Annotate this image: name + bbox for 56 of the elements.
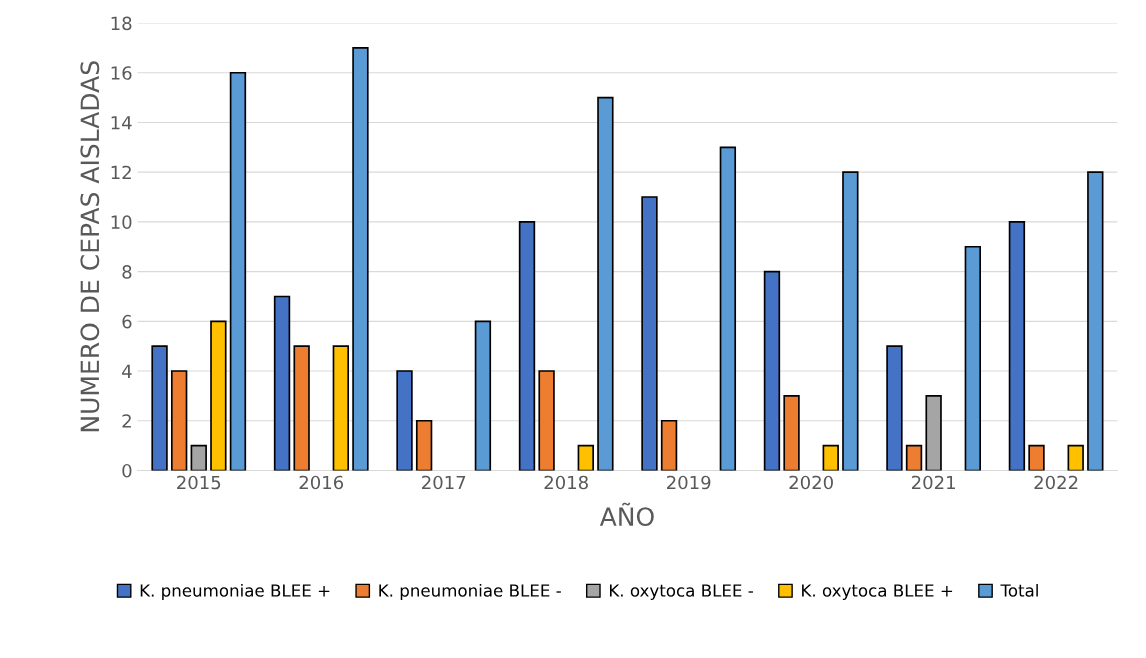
y-tick-label: 0: [122, 463, 132, 478]
bar: [1008, 221, 1026, 471]
bar: [886, 345, 903, 471]
bar: [1067, 444, 1084, 471]
y-tick-label: 16: [111, 66, 132, 80]
bar: [822, 444, 839, 471]
bar: [660, 419, 678, 471]
bar: [763, 270, 781, 471]
legend-label: K. pneumoniae BLEE -: [379, 583, 561, 601]
y-tick-label: 12: [111, 165, 131, 180]
bar: [719, 146, 737, 471]
bar: [474, 320, 492, 471]
bar: [597, 96, 614, 471]
bar: [518, 221, 536, 471]
x-tick-label: 2022: [1034, 475, 1078, 490]
y-tick-label: 18: [111, 16, 132, 31]
y-tick-label: 6: [122, 314, 132, 329]
x-tick-label: 2015: [177, 475, 221, 490]
x-tick-label: 2018: [544, 475, 588, 490]
bar: [1087, 171, 1104, 471]
bar: [332, 345, 350, 471]
bar: [964, 245, 982, 471]
y-tick-label: 4: [122, 364, 132, 378]
x-tick-label: 2017: [422, 475, 466, 490]
bar: [842, 171, 859, 471]
x-tick-label: 2021: [911, 475, 955, 490]
legend-label: K. oxytoca BLEE -: [609, 584, 753, 601]
y-tick-label: 10: [111, 215, 132, 230]
bar: [641, 196, 658, 471]
bar: [190, 444, 207, 471]
bar: [577, 444, 594, 471]
x-tick-label: 2016: [299, 475, 344, 490]
y-tick-label: 14: [111, 116, 132, 130]
bar: [151, 345, 168, 471]
legend-label: Total: [1000, 583, 1038, 597]
y-axis-title: NUMERO DE CEPAS AISLADAS: [80, 61, 100, 432]
bar: [415, 419, 433, 471]
legend-label: K. oxytoca BLEE +: [802, 584, 953, 601]
bar: [396, 370, 413, 471]
x-tick-label: 2019: [667, 475, 711, 490]
bar: [538, 370, 555, 471]
bar: [210, 320, 227, 471]
y-tick-label: 8: [122, 265, 132, 279]
legend-label: K. pneumoniae BLEE +: [140, 583, 330, 601]
bar: [229, 71, 247, 471]
bar: [170, 370, 188, 471]
bar: [273, 295, 291, 471]
bar: [293, 345, 310, 471]
bar: [905, 444, 923, 471]
bar: [783, 395, 800, 471]
x-tick-label: 2020: [789, 475, 833, 490]
bar: [1028, 444, 1045, 471]
bar: [925, 395, 942, 471]
bar: [352, 47, 369, 471]
y-tick-label: 2: [122, 414, 131, 428]
x-axis-title: AÑO: [599, 502, 654, 527]
